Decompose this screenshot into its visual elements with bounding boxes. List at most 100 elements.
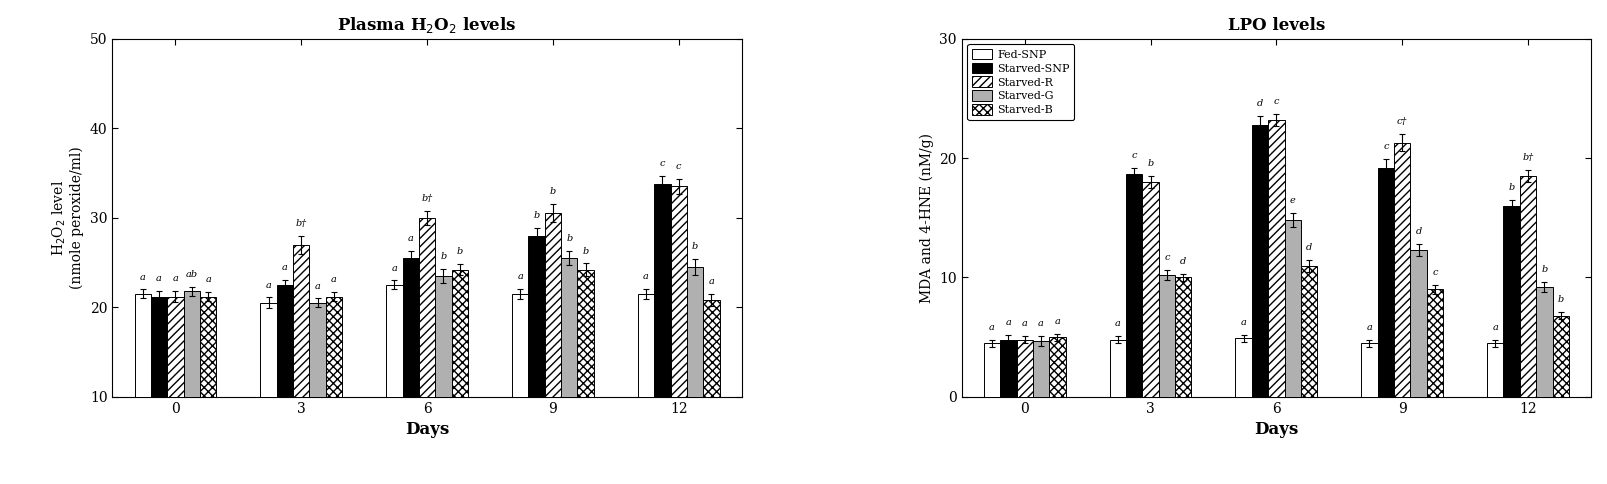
Text: a: a — [172, 274, 178, 283]
X-axis label: Days: Days — [1253, 421, 1298, 439]
Text: b: b — [566, 234, 572, 243]
Bar — [199, 297, 217, 397]
Text: a: a — [709, 277, 715, 286]
Y-axis label: MDA and 4-HNE (nM/g): MDA and 4-HNE (nM/g) — [919, 133, 934, 303]
Text: b: b — [1557, 295, 1564, 304]
Text: a: a — [392, 264, 397, 272]
Text: c: c — [1384, 142, 1388, 151]
Bar — [1552, 316, 1568, 397]
Bar — [545, 213, 561, 397]
Text: c: c — [659, 159, 665, 168]
Text: b: b — [1541, 265, 1548, 274]
Text: d: d — [1257, 99, 1263, 108]
Text: b: b — [456, 247, 463, 257]
Bar — [1033, 341, 1049, 397]
Bar — [435, 276, 452, 397]
Bar — [1000, 340, 1017, 397]
Bar — [1393, 143, 1411, 397]
Bar — [577, 270, 593, 397]
Bar — [638, 294, 654, 397]
Bar — [1252, 125, 1268, 397]
Text: a: a — [156, 274, 162, 283]
X-axis label: Days: Days — [405, 421, 450, 439]
Bar — [1049, 337, 1065, 397]
Text: a: a — [206, 275, 211, 284]
Text: b: b — [534, 211, 540, 220]
Bar — [260, 303, 276, 397]
Text: d: d — [1416, 227, 1422, 236]
Bar — [452, 270, 468, 397]
Text: b†: b† — [296, 219, 307, 228]
Text: a: a — [281, 263, 288, 272]
Bar — [183, 291, 199, 397]
Bar — [1268, 120, 1284, 397]
Text: b: b — [693, 242, 697, 251]
Bar — [561, 258, 577, 397]
Bar — [513, 294, 529, 397]
Bar — [1302, 266, 1318, 397]
Bar — [151, 297, 167, 397]
Text: a: a — [331, 275, 337, 284]
Text: b: b — [1509, 183, 1515, 192]
Text: a: a — [1241, 318, 1247, 327]
Text: a: a — [1493, 323, 1498, 332]
Text: b: b — [1147, 159, 1154, 168]
Bar — [1486, 343, 1504, 397]
Bar — [529, 236, 545, 397]
Bar — [1175, 277, 1191, 397]
Text: a: a — [988, 323, 995, 332]
Legend: Fed-SNP, Starved-SNP, Starved-R, Starved-G, Starved-B: Fed-SNP, Starved-SNP, Starved-R, Starved… — [967, 44, 1075, 120]
Title: Plasma H$_2$O$_2$ levels: Plasma H$_2$O$_2$ levels — [337, 15, 517, 35]
Bar — [983, 343, 1000, 397]
Bar — [386, 285, 402, 397]
Text: a: a — [1115, 319, 1120, 328]
Bar — [135, 294, 151, 397]
Bar — [1284, 220, 1302, 397]
Bar — [1411, 250, 1427, 397]
Bar — [1127, 174, 1143, 397]
Text: a: a — [643, 272, 649, 281]
Bar — [419, 218, 435, 397]
Text: d: d — [1306, 242, 1313, 252]
Y-axis label: H$_2$O$_2$ level
(nmole peroxide/ml): H$_2$O$_2$ level (nmole peroxide/ml) — [50, 147, 85, 289]
Title: LPO levels: LPO levels — [1228, 17, 1326, 34]
Bar — [1427, 289, 1443, 397]
Bar — [1017, 340, 1033, 397]
Text: c: c — [1274, 97, 1279, 106]
Bar — [1504, 206, 1520, 397]
Text: c†: c† — [1396, 117, 1408, 126]
Text: a: a — [1038, 319, 1045, 328]
Text: c: c — [1163, 254, 1170, 262]
Text: a: a — [1054, 317, 1061, 326]
Bar — [167, 297, 183, 397]
Text: c: c — [1432, 268, 1438, 277]
Bar — [1520, 176, 1536, 397]
Text: b: b — [440, 252, 447, 261]
Bar — [1377, 167, 1393, 397]
Text: a: a — [140, 272, 146, 282]
Text: b†: b† — [1522, 153, 1533, 162]
Bar — [1110, 340, 1127, 397]
Bar — [310, 303, 326, 397]
Text: b: b — [550, 187, 556, 197]
Text: b†: b† — [421, 194, 432, 203]
Bar — [402, 258, 419, 397]
Bar — [292, 244, 310, 397]
Text: a: a — [315, 282, 320, 290]
Text: c: c — [1131, 151, 1136, 160]
Text: a: a — [265, 281, 272, 289]
Text: a: a — [1022, 319, 1027, 328]
Bar — [654, 184, 670, 397]
Bar — [670, 186, 686, 397]
Bar — [326, 297, 342, 397]
Text: a: a — [1366, 323, 1372, 332]
Bar — [1159, 275, 1175, 397]
Bar — [276, 285, 292, 397]
Text: c: c — [677, 163, 681, 171]
Bar — [1536, 287, 1552, 397]
Text: a: a — [408, 234, 413, 243]
Bar — [704, 300, 720, 397]
Text: e: e — [1290, 196, 1295, 205]
Bar — [1143, 182, 1159, 397]
Bar — [1236, 338, 1252, 397]
